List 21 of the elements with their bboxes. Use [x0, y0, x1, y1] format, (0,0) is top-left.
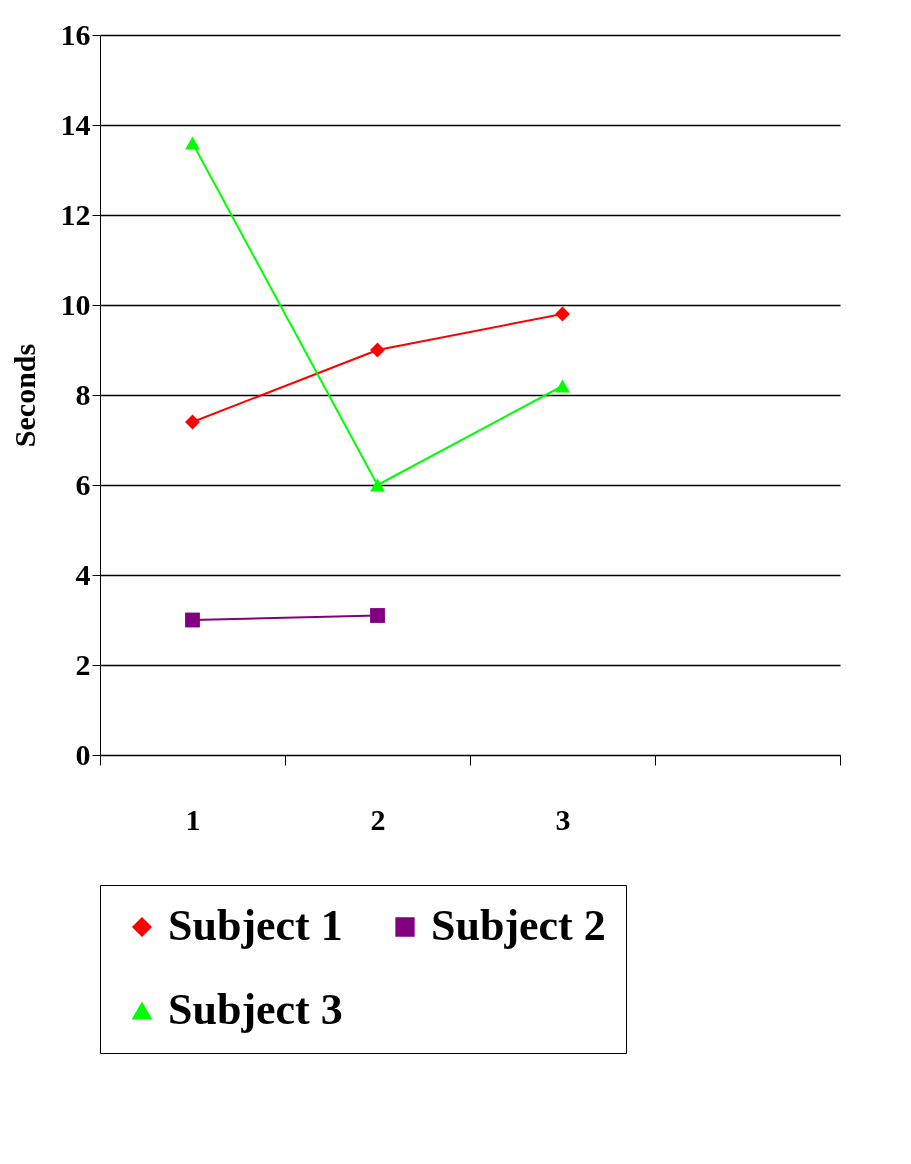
y-axis-title: Seconds	[7, 343, 41, 448]
y-tick-label: 0	[75, 737, 91, 771]
legend-label: Subject 2	[431, 901, 606, 950]
y-tick-label: 14	[60, 107, 91, 141]
y-tick-label: 8	[75, 377, 91, 411]
point	[555, 379, 570, 393]
x-tick-label: 1	[185, 802, 201, 836]
y-tick-label: 6	[75, 467, 91, 501]
legend-label: Subject 1	[168, 901, 343, 950]
point	[185, 612, 200, 628]
x-tick-label: 3	[555, 802, 571, 836]
x-tick-label: 2	[370, 802, 386, 836]
y-tick-label: 2	[75, 647, 91, 681]
y-tick-label: 12	[60, 197, 91, 231]
legend-label: Subject 3	[168, 985, 343, 1034]
point	[370, 608, 385, 623]
point	[370, 478, 385, 492]
point	[185, 136, 200, 150]
y-tick-label: 4	[75, 557, 91, 591]
y-tick-label: 10	[60, 287, 91, 321]
y-tick-label: 16	[60, 17, 91, 51]
